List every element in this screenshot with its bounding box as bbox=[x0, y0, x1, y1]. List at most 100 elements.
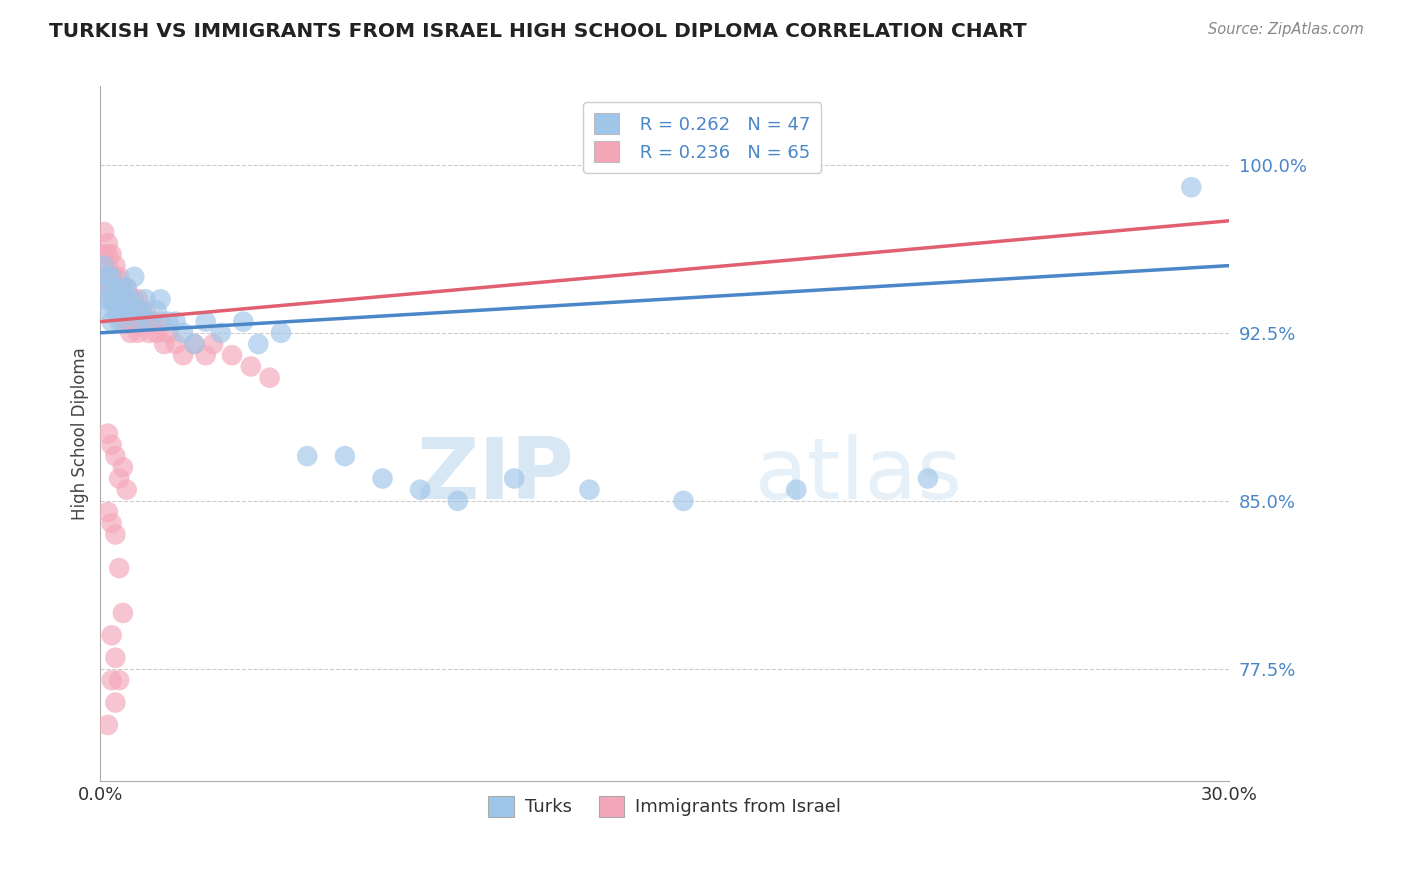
Point bbox=[97, 281, 120, 295]
Point bbox=[1180, 180, 1202, 194]
Point bbox=[127, 326, 149, 340]
Point bbox=[97, 426, 120, 441]
Point bbox=[131, 303, 153, 318]
Text: atlas: atlas bbox=[755, 434, 963, 516]
Point bbox=[202, 337, 225, 351]
Point bbox=[100, 315, 122, 329]
Point bbox=[142, 315, 165, 329]
Point bbox=[122, 315, 145, 329]
Point bbox=[270, 326, 292, 340]
Point bbox=[97, 505, 120, 519]
Point bbox=[115, 303, 138, 318]
Point bbox=[115, 292, 138, 306]
Point bbox=[371, 471, 394, 485]
Point bbox=[108, 292, 131, 306]
Point bbox=[93, 269, 115, 284]
Legend: Turks, Immigrants from Israel: Turks, Immigrants from Israel bbox=[481, 789, 848, 824]
Point bbox=[239, 359, 262, 374]
Point bbox=[138, 315, 160, 329]
Point bbox=[221, 348, 243, 362]
Point bbox=[153, 337, 176, 351]
Point bbox=[194, 348, 217, 362]
Point bbox=[100, 673, 122, 688]
Point bbox=[503, 471, 526, 485]
Point bbox=[104, 269, 127, 284]
Point bbox=[100, 247, 122, 261]
Point bbox=[194, 315, 217, 329]
Point bbox=[134, 292, 156, 306]
Point bbox=[259, 370, 281, 384]
Point bbox=[115, 315, 138, 329]
Point bbox=[232, 315, 254, 329]
Point bbox=[104, 292, 127, 306]
Point bbox=[111, 281, 134, 295]
Point bbox=[93, 292, 115, 306]
Point bbox=[104, 650, 127, 665]
Point bbox=[672, 494, 695, 508]
Point bbox=[108, 303, 131, 318]
Point bbox=[100, 516, 122, 531]
Point bbox=[93, 247, 115, 261]
Point bbox=[157, 315, 180, 329]
Point bbox=[108, 303, 131, 318]
Point bbox=[447, 494, 470, 508]
Point bbox=[149, 292, 172, 306]
Point bbox=[108, 269, 131, 284]
Point bbox=[100, 269, 122, 284]
Point bbox=[138, 326, 160, 340]
Point bbox=[409, 483, 432, 497]
Point bbox=[785, 483, 807, 497]
Text: ZIP: ZIP bbox=[416, 434, 574, 516]
Point bbox=[146, 326, 169, 340]
Point bbox=[146, 303, 169, 318]
Point bbox=[127, 303, 149, 318]
Point bbox=[122, 292, 145, 306]
Point bbox=[108, 281, 131, 295]
Point bbox=[115, 281, 138, 295]
Point bbox=[172, 326, 194, 340]
Point bbox=[100, 438, 122, 452]
Point bbox=[247, 337, 270, 351]
Point bbox=[917, 471, 939, 485]
Point bbox=[97, 281, 120, 295]
Point bbox=[100, 281, 122, 295]
Point bbox=[115, 281, 138, 295]
Y-axis label: High School Diploma: High School Diploma bbox=[72, 347, 89, 520]
Point bbox=[111, 281, 134, 295]
Point bbox=[97, 718, 120, 732]
Point bbox=[111, 606, 134, 620]
Point bbox=[134, 303, 156, 318]
Point bbox=[108, 471, 131, 485]
Point bbox=[97, 259, 120, 273]
Point bbox=[127, 303, 149, 318]
Point bbox=[100, 292, 122, 306]
Point bbox=[209, 326, 232, 340]
Point bbox=[183, 337, 205, 351]
Point bbox=[108, 292, 131, 306]
Point bbox=[333, 449, 356, 463]
Point bbox=[115, 483, 138, 497]
Point bbox=[104, 696, 127, 710]
Point bbox=[127, 315, 149, 329]
Point bbox=[165, 315, 187, 329]
Point bbox=[108, 673, 131, 688]
Point bbox=[122, 269, 145, 284]
Point bbox=[111, 315, 134, 329]
Point bbox=[108, 561, 131, 575]
Point bbox=[120, 303, 142, 318]
Point bbox=[111, 292, 134, 306]
Point bbox=[120, 326, 142, 340]
Point bbox=[100, 269, 122, 284]
Point bbox=[93, 259, 115, 273]
Point bbox=[120, 292, 142, 306]
Point bbox=[100, 292, 122, 306]
Point bbox=[165, 337, 187, 351]
Point bbox=[297, 449, 319, 463]
Point bbox=[100, 628, 122, 642]
Point bbox=[93, 225, 115, 239]
Point bbox=[104, 527, 127, 541]
Point bbox=[97, 269, 120, 284]
Point bbox=[120, 292, 142, 306]
Point bbox=[111, 303, 134, 318]
Point bbox=[157, 326, 180, 340]
